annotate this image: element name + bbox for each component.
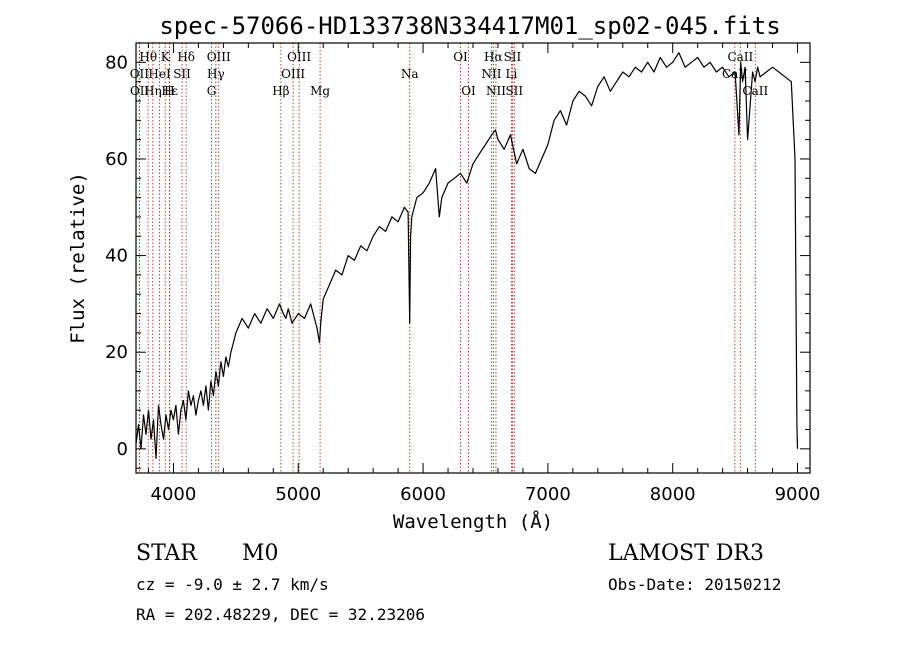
spectral-line-markers	[138, 43, 756, 473]
line-label: G	[207, 84, 217, 98]
line-label: Hγ	[207, 67, 225, 81]
line-label: Hβ	[272, 84, 289, 98]
line-label: Hθ	[139, 50, 157, 64]
line-label: OII	[130, 84, 150, 98]
survey-name: LAMOST DR3	[608, 541, 764, 566]
y-axis-ticks: 0 20 40 60 80	[105, 42, 810, 469]
line-label: NII	[486, 84, 506, 98]
line-label: CaII	[727, 50, 753, 64]
line-label: HeI	[148, 67, 171, 81]
plot-frame	[135, 42, 811, 474]
line-label: OII	[130, 67, 150, 81]
y-axis-label: Flux (relative)	[67, 172, 89, 344]
line-label: K	[161, 50, 171, 64]
obs-date: Obs-Date: 20150212	[608, 575, 781, 594]
y-tick-label: 40	[105, 246, 128, 267]
line-label: Mg	[310, 84, 330, 98]
line-label: Hη	[144, 84, 162, 98]
line-label: Li	[506, 67, 518, 81]
object-class: STAR	[136, 541, 198, 566]
x-axis-label: Wavelength (Å)	[393, 510, 553, 533]
line-label: SII	[505, 84, 523, 98]
line-label: Hδ	[177, 50, 195, 64]
x-axis-ticks: 4000 5000 6000 7000 8000 9000	[147, 43, 821, 505]
y-tick-label: 80	[105, 52, 128, 73]
line-label: OIII	[207, 50, 231, 64]
line-label: Na	[401, 67, 419, 81]
line-label: CaII	[742, 84, 768, 98]
y-tick-label: 0	[117, 439, 128, 460]
x-tick-label: 5000	[275, 484, 321, 505]
coordinates: RA = 202.48229, DEC = 32.23206	[136, 605, 425, 624]
line-label: OI	[453, 50, 468, 64]
spectral-line-labels: Hθ OII OII Hε HeI Hη K H SII Hδ OIII Hγ G Hβ OIII OIII M…	[130, 50, 769, 98]
line-label: NII	[481, 67, 501, 81]
x-tick-label: 6000	[400, 484, 446, 505]
x-tick-label: 4000	[151, 484, 197, 505]
line-label: OIII	[287, 50, 311, 64]
line-label: Hε	[161, 84, 178, 98]
object-subclass: M0	[242, 541, 279, 566]
chart-title: spec-57066-HD133738N334417M01_sp02-045.f…	[159, 12, 780, 40]
x-tick-label: 7000	[525, 484, 571, 505]
y-tick-label: 20	[105, 342, 128, 363]
line-label: OI	[461, 84, 476, 98]
spectrum-line	[135, 52, 799, 460]
redshift-value: cz = -9.0 ± 2.7 km/s	[136, 575, 329, 594]
line-label: OIII	[281, 67, 305, 81]
x-tick-label: 8000	[650, 484, 696, 505]
line-label: Hα	[484, 50, 503, 64]
x-tick-label: 9000	[775, 484, 821, 505]
line-label: SII	[173, 67, 191, 81]
line-label: H	[164, 84, 174, 98]
line-label: SII	[504, 50, 522, 64]
y-tick-label: 60	[105, 149, 128, 170]
